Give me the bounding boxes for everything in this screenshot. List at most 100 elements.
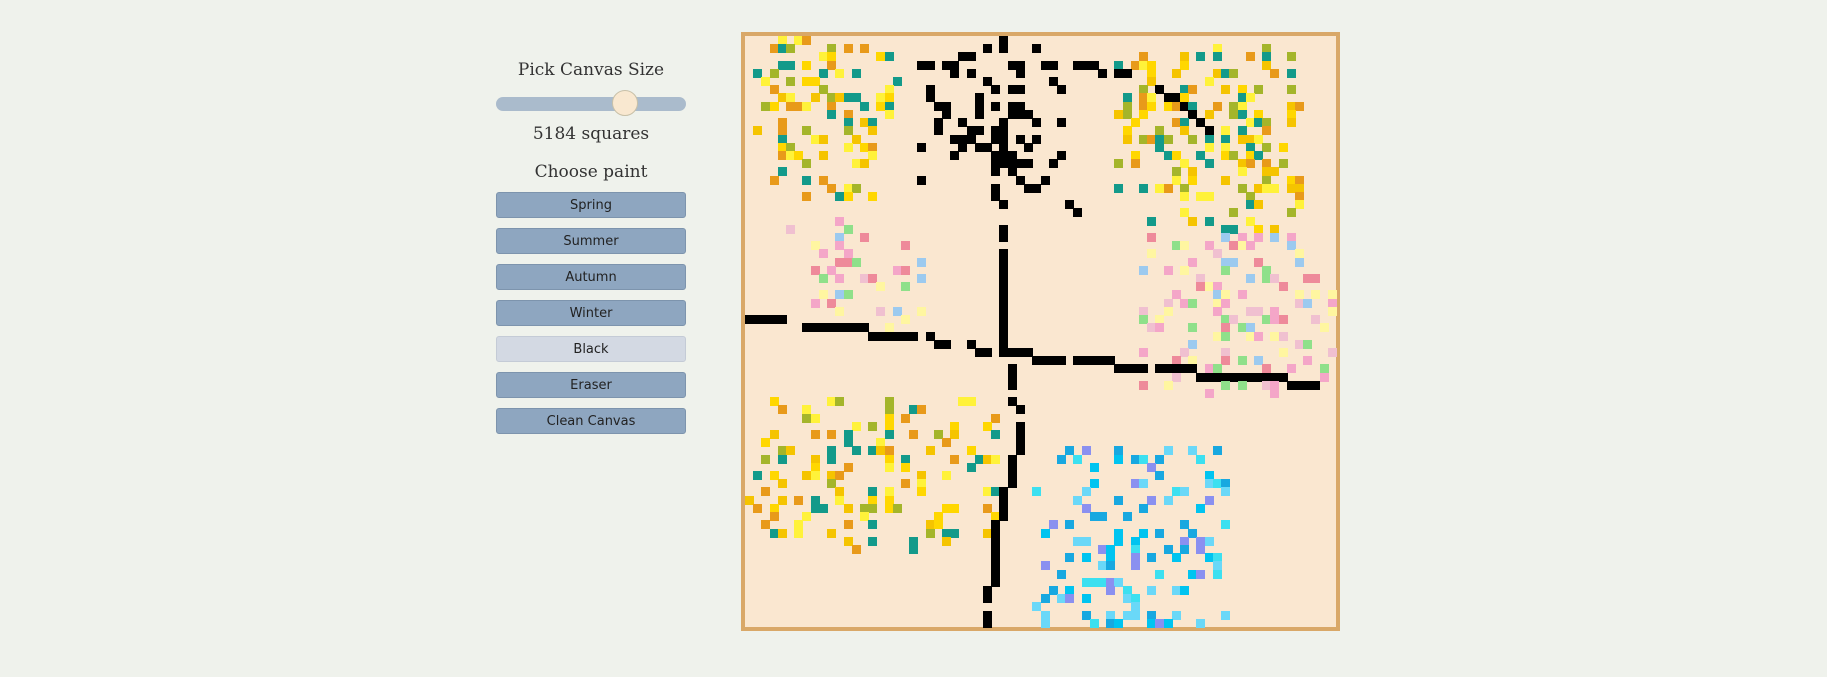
painted-square[interactable] bbox=[1286, 101, 1296, 111]
painted-square[interactable] bbox=[1286, 118, 1296, 128]
painted-square[interactable] bbox=[827, 430, 837, 439]
painted-square[interactable] bbox=[1180, 208, 1190, 218]
painted-square[interactable] bbox=[1270, 233, 1280, 242]
painted-square[interactable] bbox=[1196, 372, 1206, 382]
painted-square[interactable] bbox=[1229, 257, 1239, 267]
painted-square[interactable] bbox=[1253, 118, 1263, 128]
painted-square[interactable] bbox=[1245, 52, 1255, 62]
painted-square[interactable] bbox=[1155, 364, 1165, 374]
painted-square[interactable] bbox=[786, 446, 796, 456]
painted-square[interactable] bbox=[843, 249, 853, 259]
painted-square[interactable] bbox=[950, 454, 960, 464]
painted-square[interactable] bbox=[769, 44, 779, 54]
painted-square[interactable] bbox=[1139, 528, 1148, 538]
painted-square[interactable] bbox=[1286, 364, 1296, 374]
painted-square[interactable] bbox=[1212, 68, 1222, 78]
painted-square[interactable] bbox=[1122, 109, 1132, 119]
painted-square[interactable] bbox=[1147, 93, 1157, 103]
painted-square[interactable] bbox=[1081, 60, 1091, 70]
painted-square[interactable] bbox=[958, 134, 968, 144]
painted-square[interactable] bbox=[777, 315, 787, 325]
painted-square[interactable] bbox=[835, 397, 845, 407]
painted-square[interactable] bbox=[1163, 265, 1173, 275]
painted-square[interactable] bbox=[1278, 159, 1288, 169]
painted-square[interactable] bbox=[810, 93, 820, 103]
painted-square[interactable] bbox=[843, 142, 853, 152]
painted-square[interactable] bbox=[868, 150, 878, 160]
painted-square[interactable] bbox=[991, 512, 1001, 522]
painted-square[interactable] bbox=[884, 430, 894, 439]
painted-square[interactable] bbox=[835, 216, 845, 226]
painted-square[interactable] bbox=[1007, 159, 1017, 169]
painted-square[interactable] bbox=[1089, 462, 1099, 472]
painted-square[interactable] bbox=[1130, 364, 1140, 374]
painted-square[interactable] bbox=[1294, 175, 1304, 185]
painted-square[interactable] bbox=[933, 339, 943, 349]
painted-square[interactable] bbox=[991, 544, 1001, 554]
black-button[interactable]: Black bbox=[496, 336, 686, 362]
painted-square[interactable] bbox=[950, 150, 960, 160]
painted-square[interactable] bbox=[769, 471, 779, 481]
painted-square[interactable] bbox=[991, 183, 1001, 193]
painted-square[interactable] bbox=[1221, 610, 1231, 620]
painted-square[interactable] bbox=[1015, 109, 1025, 119]
painted-square[interactable] bbox=[983, 594, 993, 604]
painted-square[interactable] bbox=[1089, 479, 1099, 489]
painted-square[interactable] bbox=[810, 495, 820, 505]
painted-square[interactable] bbox=[1221, 323, 1231, 333]
painted-square[interactable] bbox=[1139, 109, 1148, 119]
painted-square[interactable] bbox=[1311, 290, 1321, 300]
painted-square[interactable] bbox=[1114, 60, 1124, 70]
painted-square[interactable] bbox=[983, 142, 993, 152]
painted-square[interactable] bbox=[1229, 68, 1239, 78]
painted-square[interactable] bbox=[942, 101, 951, 111]
painted-square[interactable] bbox=[786, 150, 796, 160]
painted-square[interactable] bbox=[909, 405, 919, 415]
painted-square[interactable] bbox=[999, 347, 1009, 357]
painted-square[interactable] bbox=[1196, 52, 1206, 62]
painted-square[interactable] bbox=[1212, 364, 1222, 374]
painted-square[interactable] bbox=[1237, 159, 1247, 169]
painted-square[interactable] bbox=[777, 118, 787, 128]
painted-square[interactable] bbox=[1253, 233, 1263, 242]
painted-square[interactable] bbox=[1270, 380, 1280, 390]
painted-square[interactable] bbox=[1188, 109, 1198, 119]
painted-square[interactable] bbox=[892, 306, 902, 316]
painted-square[interactable] bbox=[999, 503, 1009, 513]
painted-square[interactable] bbox=[1122, 134, 1132, 144]
painted-square[interactable] bbox=[1007, 109, 1017, 119]
painted-square[interactable] bbox=[876, 52, 886, 62]
painted-square[interactable] bbox=[1065, 594, 1075, 604]
painted-square[interactable] bbox=[1089, 512, 1099, 522]
painted-square[interactable] bbox=[777, 446, 787, 456]
painted-square[interactable] bbox=[753, 68, 763, 78]
painted-square[interactable] bbox=[843, 503, 853, 513]
painted-square[interactable] bbox=[786, 77, 796, 87]
painted-square[interactable] bbox=[859, 503, 869, 513]
painted-square[interactable] bbox=[1204, 77, 1214, 87]
painted-square[interactable] bbox=[1245, 118, 1255, 128]
painted-square[interactable] bbox=[843, 191, 853, 201]
painted-square[interactable] bbox=[1237, 323, 1247, 333]
painted-square[interactable] bbox=[1015, 446, 1025, 456]
painted-square[interactable] bbox=[1007, 85, 1017, 95]
painted-square[interactable] bbox=[950, 503, 960, 513]
painted-square[interactable] bbox=[1073, 454, 1083, 464]
painted-square[interactable] bbox=[900, 331, 910, 341]
painted-square[interactable] bbox=[851, 93, 861, 103]
painted-square[interactable] bbox=[1007, 479, 1017, 489]
painted-square[interactable] bbox=[1229, 315, 1239, 325]
painted-square[interactable] bbox=[1221, 315, 1231, 325]
painted-square[interactable] bbox=[777, 495, 787, 505]
painted-square[interactable] bbox=[827, 528, 837, 538]
painted-square[interactable] bbox=[999, 44, 1009, 54]
painted-square[interactable] bbox=[1015, 85, 1025, 95]
painted-square[interactable] bbox=[1007, 454, 1017, 464]
painted-square[interactable] bbox=[1286, 380, 1296, 390]
painted-square[interactable] bbox=[1262, 118, 1272, 128]
painted-square[interactable] bbox=[769, 397, 779, 407]
painted-square[interactable] bbox=[827, 44, 837, 54]
painted-square[interactable] bbox=[974, 347, 984, 357]
painted-square[interactable] bbox=[1171, 118, 1181, 128]
painted-square[interactable] bbox=[1270, 224, 1280, 234]
